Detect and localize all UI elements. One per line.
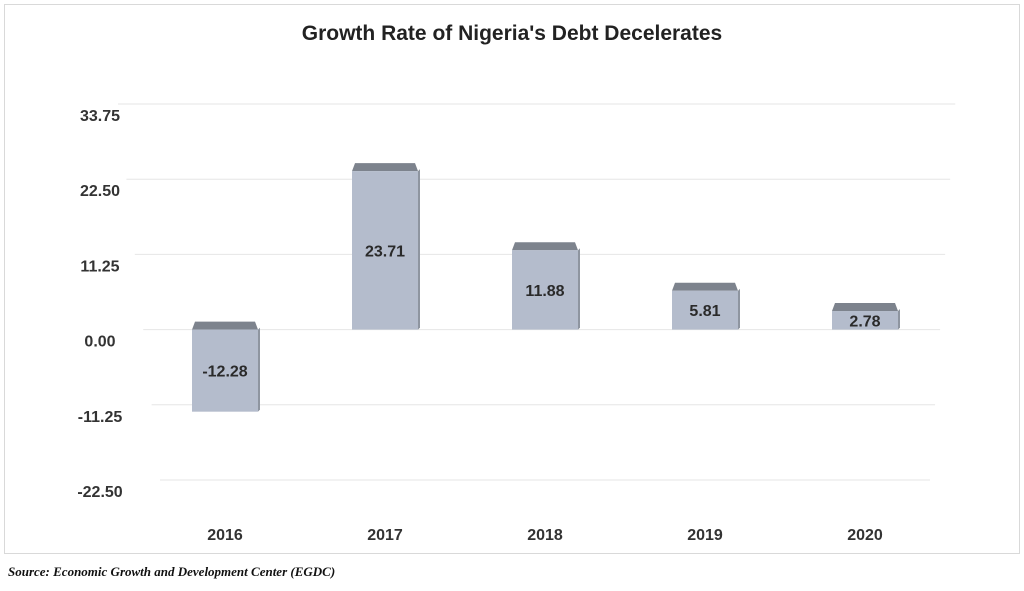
chart-title: Growth Rate of Nigeria's Debt Decelerate…	[301, 22, 723, 45]
bar-front-face	[352, 171, 418, 330]
x-tick-label: 2017	[367, 527, 403, 544]
y-tick-label: 0.00	[84, 334, 115, 351]
bar-front-face	[672, 290, 738, 330]
bar-side-face	[738, 288, 740, 330]
y-tick-label: 22.50	[80, 183, 120, 200]
data-label: 5.81	[689, 303, 720, 320]
x-axis-ticks: 2016 2017 2018 2019 2020	[207, 527, 883, 544]
data-label: -12.28	[202, 364, 247, 381]
x-tick-label: 2016	[207, 527, 243, 544]
bar-front-face	[832, 311, 898, 330]
x-tick-label: 2018	[527, 527, 563, 544]
bar-top-face	[512, 242, 578, 251]
data-label: 2.78	[849, 313, 880, 330]
data-label: 11.88	[525, 283, 564, 300]
bar-2019: 5.81	[672, 282, 740, 330]
bar-2018: 11.88	[512, 242, 580, 330]
y-axis-ticks: 33.75 22.50 11.25 0.00 -11.25 -22.50	[77, 108, 122, 501]
bar-side-face	[898, 309, 900, 330]
bar-side-face	[578, 248, 580, 330]
bar-top-face	[192, 321, 258, 330]
y-tick-label: -22.50	[77, 484, 122, 501]
x-tick-label: 2020	[847, 527, 883, 544]
bar-2016: -12.28	[192, 321, 260, 412]
bar-top-face	[832, 303, 898, 312]
bar-front-face	[192, 329, 258, 412]
bar-side-face	[418, 169, 420, 330]
bar-front-face	[512, 250, 578, 330]
bar-top-face	[352, 163, 418, 172]
bar-side-face	[258, 327, 260, 412]
source-note: Source: Economic Growth and Development …	[8, 564, 336, 579]
x-tick-label: 2019	[687, 527, 723, 544]
bar-2017: 23.71	[352, 163, 420, 330]
y-tick-label: -11.25	[78, 409, 123, 426]
bars: -12.28 23.71 11.88 5.81 2.78	[192, 163, 900, 412]
bar-top-face	[672, 282, 738, 291]
y-tick-label: 33.75	[80, 108, 120, 125]
bar-2020: 2.78	[832, 303, 900, 330]
y-tick-label: 11.25	[80, 258, 119, 275]
data-label: 23.71	[365, 243, 405, 260]
